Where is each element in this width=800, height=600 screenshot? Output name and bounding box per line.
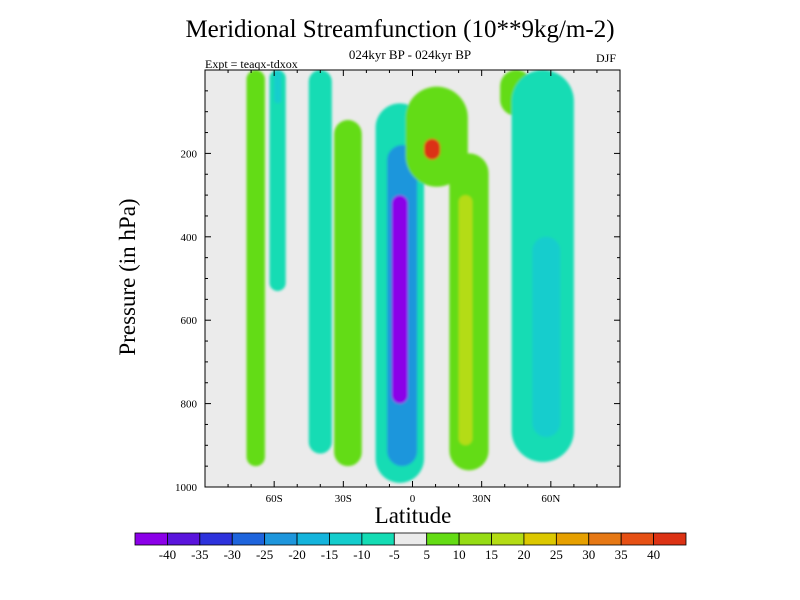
colorbar-label: -35	[191, 547, 208, 562]
contour-region-12	[458, 195, 473, 446]
colorbar-swatch	[167, 532, 201, 546]
contour-region-5	[334, 120, 362, 467]
colorbar-label: 5	[423, 547, 430, 562]
y-tick-label: 800	[181, 399, 198, 411]
experiment-label: Expt = teaqx-tdxox	[205, 57, 298, 71]
contour-region-3	[274, 70, 282, 104]
colorbar-label: -10	[353, 547, 370, 562]
y-tick-label: 400	[181, 232, 198, 244]
colorbar-label: 20	[517, 547, 530, 562]
colorbar-label: 25	[550, 547, 563, 562]
colorbar-swatch	[588, 532, 622, 546]
colorbar-label: 35	[615, 547, 628, 562]
colorbar-swatch	[361, 532, 395, 546]
colorbar-swatch	[523, 532, 557, 546]
colorbar-label: -15	[321, 547, 338, 562]
contour-region-15	[532, 236, 561, 437]
contour-region-2	[269, 70, 286, 292]
colorbar-swatch	[329, 532, 363, 546]
x-tick-label: 30N	[472, 493, 491, 505]
colorbar-swatch	[620, 532, 654, 546]
x-tick-label: 0	[410, 493, 416, 505]
colorbar-label: 30	[582, 547, 595, 562]
colorbar-swatch	[491, 532, 525, 546]
colorbar-swatch	[653, 532, 687, 546]
season-label: DJF	[596, 51, 617, 65]
colorbar-swatch	[555, 532, 590, 546]
x-axis-label: Latitude	[374, 503, 452, 528]
colorbar-swatch	[426, 532, 460, 546]
colorbar-swatch	[458, 532, 492, 546]
colorbar-label: 10	[453, 547, 466, 562]
colorbar-swatch	[264, 532, 298, 546]
colorbar-swatch	[199, 532, 233, 546]
colorbar-label: -5	[389, 547, 400, 562]
contour-region-9	[405, 86, 468, 187]
contour-region-8	[391, 195, 408, 404]
colorbar-swatch	[231, 532, 266, 546]
chart-subtitle: 024kyr BP - 024kyr BP	[348, 47, 472, 62]
x-tick-label: 60S	[266, 493, 283, 505]
colorbar-label: 40	[647, 547, 660, 562]
y-tick-label: 200	[181, 148, 198, 160]
y-tick-label: 1000	[175, 482, 198, 494]
colorbar-label: -30	[224, 547, 241, 562]
contour-region-1	[246, 70, 265, 467]
contour-region-4	[308, 70, 332, 454]
y-tick-label: 600	[181, 315, 198, 327]
colorbar-swatch	[134, 532, 168, 546]
colorbar-label: -20	[288, 547, 305, 562]
contour-region-10	[424, 138, 441, 160]
colorbar-label: -25	[256, 547, 273, 562]
colorbar-swatch	[296, 532, 330, 546]
x-tick-label: 30S	[335, 493, 352, 505]
x-tick-label: 60N	[541, 493, 560, 505]
colorbar-label: -40	[159, 547, 176, 562]
colorbar-swatch	[393, 532, 428, 546]
chart-title: Meridional Streamfunction (10**9kg/m-2)	[185, 16, 615, 43]
colorbar-label: 15	[485, 547, 498, 562]
